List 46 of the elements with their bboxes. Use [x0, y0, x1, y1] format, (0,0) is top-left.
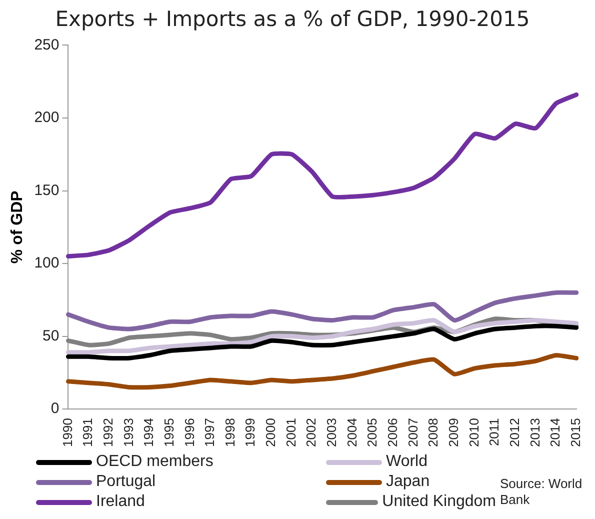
y-axis-title: % of GDP [9, 190, 26, 264]
x-tick-label: 2000 [263, 418, 278, 447]
y-tick-label: 150 [34, 182, 60, 199]
x-tick-label: 2014 [548, 418, 563, 447]
line-series [66, 92, 579, 258]
legend-label: OECD members [96, 452, 214, 472]
y-tick-label: 100 [34, 254, 60, 272]
line-series [66, 324, 579, 361]
x-tick-label: 1995 [161, 418, 176, 447]
x-tick-label: 2010 [466, 418, 482, 447]
chart-title: Exports + Imports as a % of GDP, 1990-2015 [55, 7, 530, 32]
y-tick-label: 0 [50, 400, 60, 418]
x-tick-label: 2003 [324, 418, 340, 447]
legend-label: Ireland [96, 492, 145, 512]
line-series [66, 290, 579, 332]
x-tick-label: 2002 [304, 418, 319, 447]
line-series [66, 318, 579, 355]
x-tick-label: 2004 [344, 418, 360, 447]
x-tick-label: 1992 [100, 418, 116, 447]
x-tick-label: 2008 [426, 418, 441, 447]
x-tick-label: 2005 [364, 418, 380, 447]
x-tick-label: 1994 [141, 418, 156, 447]
legend-label: World [386, 452, 428, 472]
x-tick-label: 1991 [80, 418, 96, 447]
x-tick-label: 2007 [405, 418, 420, 447]
x-tick-label: 1997 [202, 418, 218, 447]
x-tick-label: 2013 [527, 418, 542, 447]
x-tick-label: 1990 [60, 418, 75, 447]
y-tick-label: 250 [34, 36, 60, 54]
legend-label: Portugal [96, 472, 156, 492]
x-tick-label: 2011 [486, 418, 502, 446]
x-tick-label: 1996 [182, 418, 197, 447]
y-tick-label: 50 [42, 327, 60, 344]
x-tick-label: 2009 [446, 418, 462, 447]
x-tick-label: 1993 [120, 418, 136, 447]
source-note: Source: World Bank [500, 476, 584, 508]
x-tick-label: 2001 [283, 418, 298, 447]
legend-label: United Kingdom [382, 492, 496, 512]
legend-label: Japan [386, 472, 430, 492]
line-series [66, 352, 579, 390]
x-tick-label: 2015 [568, 418, 583, 447]
x-tick-label: 1998 [222, 418, 238, 447]
y-tick-label: 200 [34, 109, 60, 126]
x-tick-label: 2012 [506, 418, 522, 447]
x-tick-label: 1999 [242, 418, 258, 447]
x-tick-label: 2006 [385, 418, 400, 447]
